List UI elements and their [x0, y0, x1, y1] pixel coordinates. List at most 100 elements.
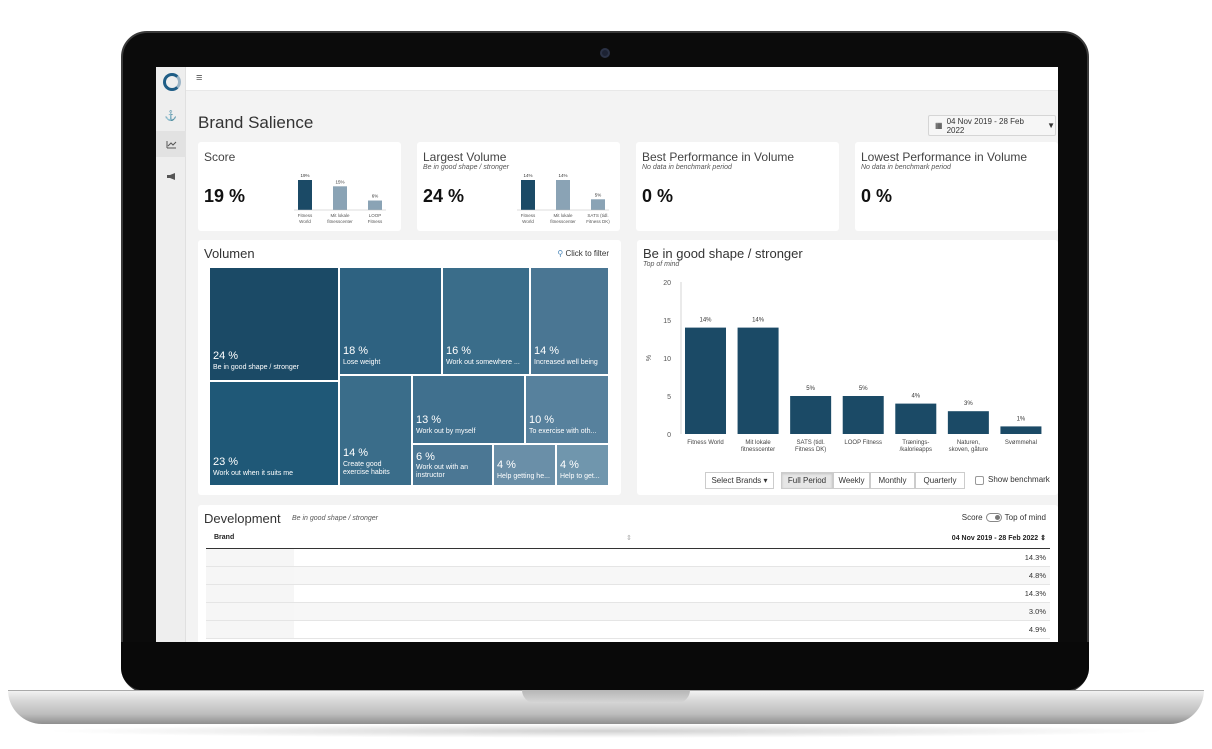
score-topofmind-toggle[interactable]: Score Top of mind: [962, 513, 1046, 522]
treemap-cell[interactable]: 14 % Increased well being: [530, 267, 609, 375]
treemap-cell-pct: 18 %: [343, 345, 369, 357]
table-row[interactable]: 3.0%: [206, 603, 1050, 621]
treemap-cell-pct: 16 %: [446, 345, 472, 357]
treemap-cell-pct: 4 %: [560, 459, 579, 471]
x-tick-label: SATS (tidl.: [797, 440, 826, 446]
x-tick-label: fitnesscenter: [741, 447, 775, 453]
filter-icon: ⚲: [557, 249, 564, 258]
bar: [737, 327, 779, 434]
line-chart-icon[interactable]: [156, 131, 186, 157]
mini-category-label: Fitness: [368, 219, 383, 224]
treemap-cell[interactable]: 4 % Help getting he...: [493, 444, 556, 486]
treemap-cell[interactable]: 18 % Lose weight: [339, 267, 442, 375]
value-cell: 4.9%: [1028, 625, 1046, 634]
treemap-cell-label: Work out somewhere ...: [446, 359, 520, 366]
table-row[interactable]: 14.3%: [206, 585, 1050, 603]
period-button-monthly[interactable]: Monthly: [870, 472, 915, 489]
table-row[interactable]: 4.9%: [206, 621, 1050, 639]
mini-bar: [368, 200, 382, 210]
toggle-switch[interactable]: [985, 513, 1002, 522]
bar: [685, 327, 727, 434]
treemap-cell-pct: 6 %: [416, 451, 435, 463]
page-title: Brand Salience: [198, 113, 314, 132]
y-axis-label: %: [646, 355, 653, 361]
sidebar: ⚓: [156, 67, 186, 642]
value-cell: 14.3%: [1024, 589, 1046, 598]
treemap: 24 % Be in good shape / stronger 23 % Work…: [209, 267, 609, 486]
bar-data-label: 3%: [964, 401, 973, 407]
mini-bar-label: 14%: [523, 173, 532, 178]
app-logo-icon[interactable]: [163, 73, 181, 91]
mini-bar: [521, 180, 535, 210]
mini-category-label: LOOP: [369, 213, 382, 218]
development-subtitle: Be in good shape / stronger: [292, 515, 379, 522]
period-button-full[interactable]: Full Period: [781, 472, 833, 489]
select-brands-dropdown[interactable]: Select Brands ▾: [705, 472, 774, 489]
show-benchmark-checkbox[interactable]: [975, 476, 984, 485]
mini-category-label: Fitness: [298, 213, 313, 218]
treemap-cell-label: Work out with an instructor: [416, 464, 469, 479]
table-row[interactable]: 14.3%: [206, 549, 1050, 567]
treemap-cell[interactable]: 4 % Help to get...: [556, 444, 609, 486]
brand-cell: [206, 603, 294, 620]
treemap-cell[interactable]: 16 % Work out somewhere ...: [442, 267, 530, 375]
bar: [790, 396, 832, 434]
bar: [895, 403, 937, 434]
treemap-cell-label: Help to get...: [560, 473, 600, 480]
column-header-date[interactable]: 04 Nov 2019 - 28 Feb 2022 ⇕: [951, 535, 1046, 542]
column-header-brand[interactable]: Brand: [214, 534, 235, 541]
kpi-card-largest-volume: Largest Volume Be in good shape / strong…: [417, 142, 620, 231]
mini-category-label: fitnesscenter: [550, 219, 576, 224]
date-range-label: 04 Nov 2019 - 28 Feb 2022: [946, 116, 1024, 135]
show-benchmark-label: Show benchmark: [988, 475, 1050, 484]
kpi-card-best-performance: Best Performance in Volume No data in be…: [636, 142, 839, 231]
treemap-cell-pct: 13 %: [416, 414, 442, 426]
mini-category-label: SATS (tidl.: [587, 213, 608, 218]
megaphone-icon[interactable]: [156, 163, 186, 189]
bar-data-label: 14%: [752, 318, 765, 324]
mini-category-label: World: [522, 219, 534, 224]
mini-bar: [333, 186, 347, 210]
x-tick-label: Svømmehal: [1005, 440, 1037, 446]
kpi-value: 19 %: [204, 186, 246, 206]
treemap-cell-pct: 4 %: [497, 459, 516, 471]
kpi-card-lowest-performance: Lowest Performance in Volume No data in …: [855, 142, 1058, 231]
y-tick-label: 20: [663, 280, 671, 287]
treemap-cell[interactable]: 24 % Be in good shape / stronger: [209, 267, 339, 381]
treemap-cell[interactable]: 13 % Work out by myself: [412, 375, 525, 444]
mini-bar-label: 19%: [300, 173, 309, 178]
mini-bar: [591, 199, 605, 210]
mini-category-label: Mit lokale: [330, 213, 350, 218]
mini-bar-label: 6%: [372, 194, 379, 199]
treemap-cell[interactable]: 23 % Work out when it suits me: [209, 381, 339, 486]
mini-category-label: Fitness DK): [586, 219, 610, 224]
hamburger-menu-icon[interactable]: ≡: [196, 72, 203, 84]
sort-icon[interactable]: ⇕: [626, 535, 632, 542]
mini-bar-label: 5%: [595, 192, 602, 197]
date-range-dropdown[interactable]: ▦ 04 Nov 2019 - 28 Feb 2022 ▼: [928, 115, 1056, 136]
click-to-filter-link[interactable]: ⚲ Click to filter: [557, 249, 609, 258]
kpi-value: 24 %: [423, 186, 465, 206]
treemap-cell[interactable]: 6 % Work out with an instructor: [412, 444, 493, 486]
period-button-weekly[interactable]: Weekly: [833, 472, 870, 489]
volumen-title: Volumen: [204, 246, 255, 261]
treemap-cell-label: Work out when it suits me: [213, 470, 294, 477]
bar: [1000, 426, 1042, 434]
treemap-cell-pct: 10 %: [529, 414, 555, 426]
anchor-icon[interactable]: ⚓: [164, 110, 178, 122]
kpi-value: 0 %: [642, 186, 674, 206]
treemap-cell[interactable]: 10 % To exercise with oth...: [525, 375, 609, 444]
bar-data-label: 14%: [699, 318, 712, 324]
period-button-quarterly[interactable]: Quarterly: [915, 472, 965, 489]
treemap-cell-label: Work out by myself: [416, 428, 476, 435]
treemap-cell-label: Create good exercise habits: [343, 461, 390, 476]
kpi-subtitle: Be in good shape / stronger: [423, 164, 510, 171]
mini-category-label: fitnesscenter: [327, 219, 353, 224]
table-row[interactable]: 4.8%: [206, 567, 1050, 585]
treemap-cell[interactable]: 14 % Create good exercise habits: [339, 375, 412, 486]
toggle-label-top-of-mind: Top of mind: [1004, 513, 1046, 522]
treemap-cell-pct: 14 %: [343, 447, 369, 459]
y-tick-label: 5: [667, 394, 671, 401]
kpi-card-score: Score 19 % 19% Fitness World 15% Mit lokale f…: [198, 142, 401, 231]
